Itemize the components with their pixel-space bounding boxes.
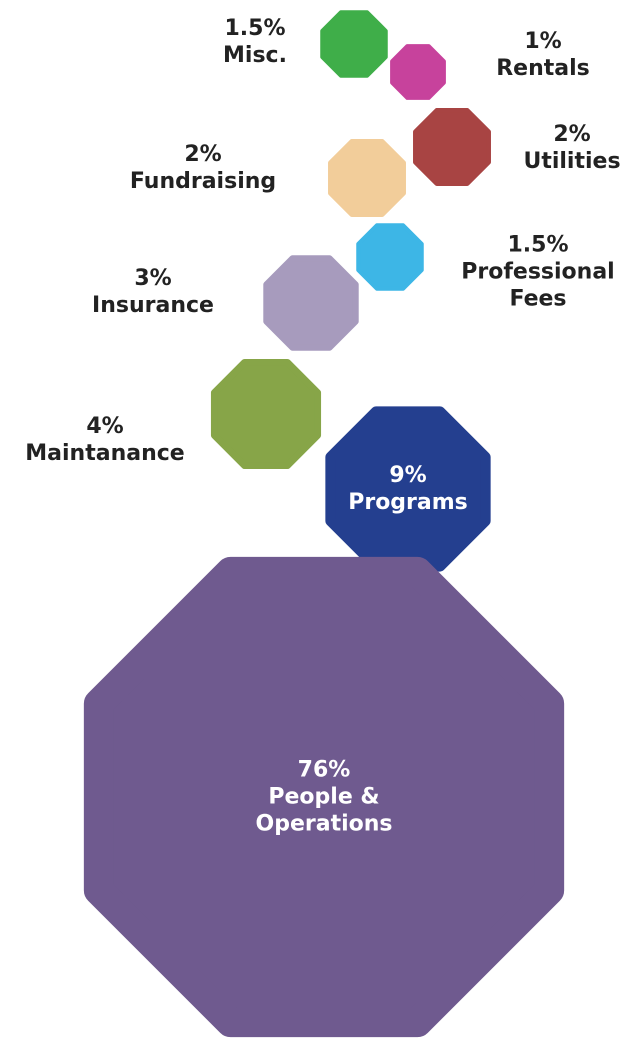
bubble-label: 1% Rentals <box>496 28 590 82</box>
octagon <box>83 556 565 1038</box>
bubble-label: 2% Fundraising <box>130 141 276 195</box>
value-label: 1% <box>524 29 562 54</box>
octagon <box>328 139 406 217</box>
bubble-label: 2% Utilities <box>523 121 620 175</box>
octagon <box>210 358 322 470</box>
octagon <box>320 10 388 78</box>
bubble-label: 9% Programs <box>348 462 468 516</box>
value-label: 9% <box>389 463 427 488</box>
category-label: Rentals <box>496 56 590 81</box>
value-label: 1.5% <box>507 232 569 258</box>
category-label: Misc. <box>223 43 287 68</box>
bubble-label: 3% Insurance <box>92 265 214 319</box>
category-label: People & Operations <box>255 784 393 837</box>
bubble-label: 76% People & Operations <box>239 757 409 838</box>
value-label: 2% <box>553 122 591 147</box>
octagon <box>356 223 424 291</box>
value-label: 1.5% <box>224 16 286 41</box>
category-label: Fundraising <box>129 169 277 194</box>
category-label: Insurance <box>92 293 214 318</box>
value-label: 76% <box>297 757 351 783</box>
category-label: Utilities <box>523 149 621 174</box>
value-label: 3% <box>134 266 172 291</box>
bubble-label: 4% Maintanance <box>25 413 184 467</box>
octagon <box>263 255 359 351</box>
bubble-label: 1.5% Professional Fees <box>443 232 633 313</box>
octagon <box>390 44 446 100</box>
category-label: Maintanance <box>25 441 185 466</box>
bubble-label: 1.5% Misc. <box>223 15 287 69</box>
value-label: 4% <box>86 414 124 439</box>
category-label: Professional Fees <box>461 259 615 312</box>
category-label: Programs <box>348 490 468 515</box>
octagon <box>413 108 491 186</box>
value-label: 2% <box>184 142 222 167</box>
